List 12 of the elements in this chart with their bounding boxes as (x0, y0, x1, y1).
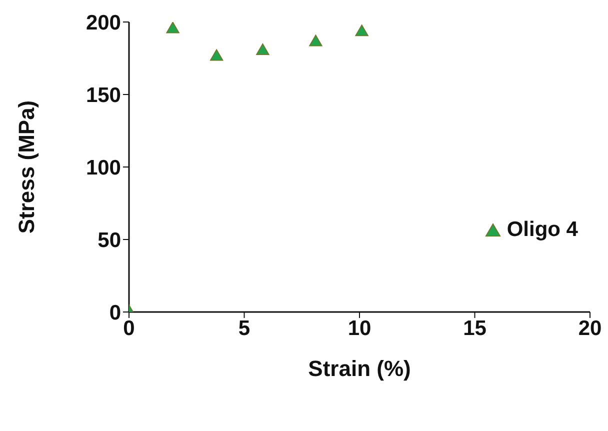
x-tick-label: 20 (578, 316, 602, 340)
x-axis-title: Strain (%) (308, 356, 411, 381)
x-tick-label: 5 (238, 316, 250, 340)
y-tick-label: 100 (86, 156, 121, 180)
y-tick-label: 0 (109, 301, 121, 324)
y-tick-label: 150 (86, 84, 121, 107)
y-axis-title: Stress (MPa) (14, 100, 39, 234)
legend-label: Oligo 4 (506, 218, 578, 242)
x-tick-label: 15 (463, 316, 487, 340)
y-tick-label: 200 (86, 11, 121, 34)
y-tick-label: 50 (98, 228, 121, 252)
x-tick-label: 10 (348, 316, 372, 340)
